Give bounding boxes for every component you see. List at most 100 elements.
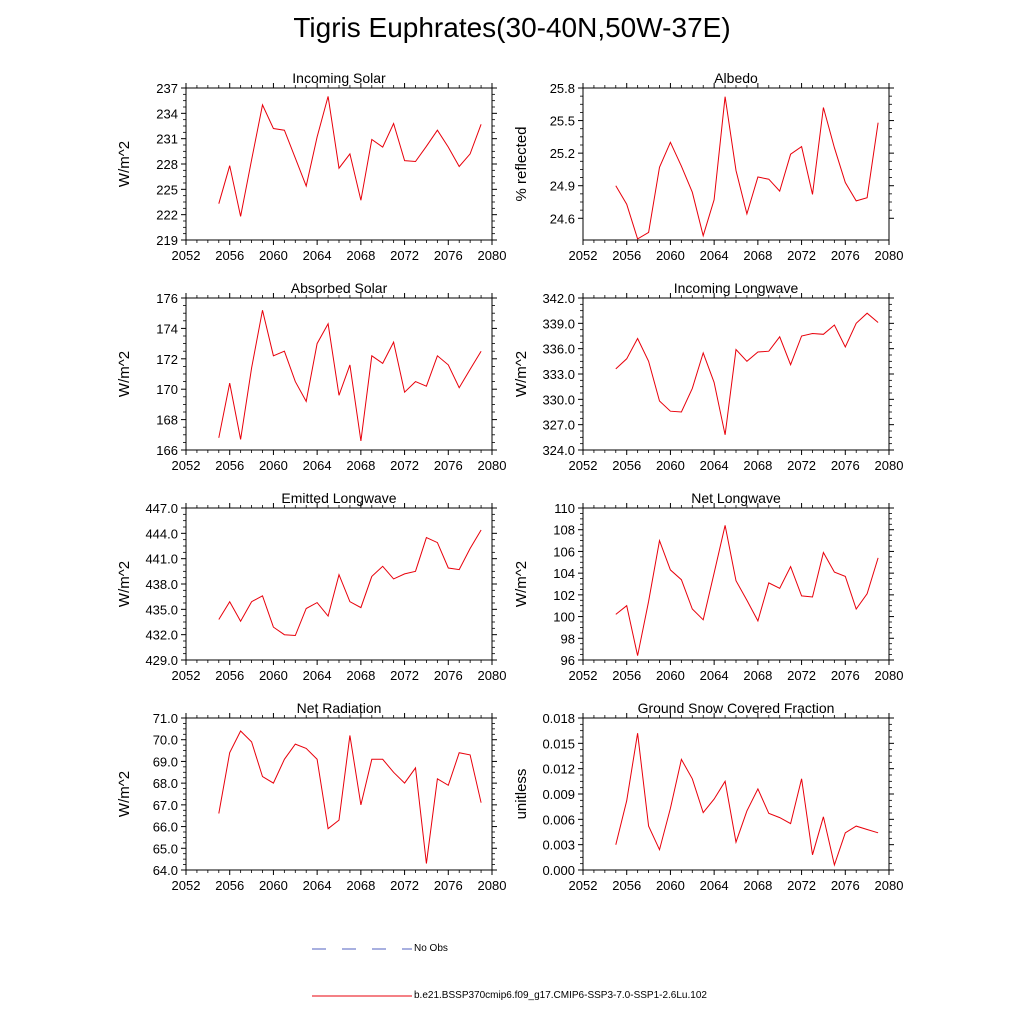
panel-title: Net Longwave bbox=[691, 490, 781, 506]
y-tick-label: 0.015 bbox=[542, 736, 575, 751]
x-tick-label: 2076 bbox=[831, 248, 860, 263]
x-tick-label: 2056 bbox=[215, 668, 244, 683]
x-tick-label: 2080 bbox=[875, 878, 904, 893]
x-tick-label: 2072 bbox=[390, 668, 419, 683]
series-line bbox=[615, 312, 879, 435]
series-line bbox=[218, 529, 482, 637]
x-tick-label: 2060 bbox=[259, 458, 288, 473]
y-tick-label: 222 bbox=[156, 208, 178, 223]
panel-3: Incoming Longwave W/m^2 2052 2056 2060 2064 20… bbox=[513, 280, 903, 473]
x-tick-label: 2080 bbox=[478, 248, 507, 263]
y-tick-label: 102 bbox=[553, 588, 575, 603]
x-tick-label: 2072 bbox=[787, 248, 816, 263]
panel-1: Albedo % reflected 2052 2056 2060 2064 2068 207… bbox=[513, 70, 903, 263]
panel-title: Incoming Solar bbox=[292, 70, 386, 86]
y-tick-label: 432.0 bbox=[145, 628, 178, 643]
y-axis-label: W/m^2 bbox=[513, 351, 530, 397]
y-tick-label: 108 bbox=[553, 523, 575, 538]
x-tick-label: 2052 bbox=[569, 248, 598, 263]
x-tick-label: 2060 bbox=[259, 248, 288, 263]
x-tick-label: 2076 bbox=[434, 878, 463, 893]
y-tick-label: 69.0 bbox=[153, 754, 178, 769]
panel-2: Absorbed Solar W/m^2 2052 2056 2060 2064 2068 2… bbox=[116, 280, 506, 473]
panel-0: Incoming Solar W/m^2 2052 2056 2060 2064 2068 2… bbox=[116, 70, 506, 263]
y-tick-label: 66.0 bbox=[153, 820, 178, 835]
panel-5: Net Longwave W/m^2 2052 2056 2060 2064 2068 207… bbox=[513, 490, 903, 683]
x-tick-label: 2068 bbox=[743, 668, 772, 683]
x-tick-label: 2080 bbox=[875, 668, 904, 683]
y-tick-label: 0.003 bbox=[542, 838, 575, 853]
y-tick-label: 339.0 bbox=[542, 316, 575, 331]
x-tick-label: 2072 bbox=[390, 878, 419, 893]
x-tick-label: 2068 bbox=[346, 668, 375, 683]
y-tick-label: 25.2 bbox=[550, 146, 575, 161]
x-tick-label: 2056 bbox=[612, 248, 641, 263]
x-tick-label: 2064 bbox=[303, 668, 332, 683]
series-line bbox=[218, 310, 482, 441]
y-tick-label: 0.018 bbox=[542, 711, 575, 726]
y-tick-label: 25.5 bbox=[550, 114, 575, 129]
x-tick-label: 2072 bbox=[787, 458, 816, 473]
y-axis-label: W/m^2 bbox=[116, 141, 133, 187]
y-tick-label: 98 bbox=[561, 631, 575, 646]
y-tick-label: 441.0 bbox=[145, 552, 178, 567]
x-tick-label: 2064 bbox=[700, 878, 729, 893]
x-tick-label: 2056 bbox=[612, 458, 641, 473]
x-tick-label: 2076 bbox=[831, 878, 860, 893]
y-tick-label: 429.0 bbox=[145, 653, 178, 668]
panel-title: Albedo bbox=[714, 70, 758, 86]
y-tick-label: 444.0 bbox=[145, 526, 178, 541]
y-tick-label: 231 bbox=[156, 132, 178, 147]
x-tick-label: 2072 bbox=[787, 878, 816, 893]
x-tick-label: 2068 bbox=[346, 248, 375, 263]
y-tick-label: 70.0 bbox=[153, 733, 178, 748]
x-tick-label: 2060 bbox=[259, 878, 288, 893]
y-tick-label: 106 bbox=[553, 544, 575, 559]
panel-title: Incoming Longwave bbox=[674, 280, 799, 296]
x-tick-label: 2056 bbox=[612, 878, 641, 893]
x-tick-label: 2076 bbox=[434, 668, 463, 683]
x-tick-label: 2052 bbox=[172, 248, 201, 263]
x-tick-label: 2068 bbox=[346, 878, 375, 893]
x-tick-label: 2064 bbox=[700, 458, 729, 473]
y-axis-label: unitless bbox=[513, 769, 530, 820]
legend-label-no-obs: No Obs bbox=[414, 943, 448, 954]
panel-title: Net Radiation bbox=[297, 700, 382, 716]
panel-7: Ground Snow Covered Fraction unitless 2052… bbox=[513, 700, 903, 893]
y-tick-label: 228 bbox=[156, 157, 178, 172]
y-tick-label: 0.000 bbox=[542, 863, 575, 878]
y-tick-label: 0.009 bbox=[542, 787, 575, 802]
y-tick-label: 324.0 bbox=[542, 443, 575, 458]
x-tick-label: 2064 bbox=[303, 458, 332, 473]
x-tick-label: 2072 bbox=[787, 668, 816, 683]
y-tick-label: 330.0 bbox=[542, 392, 575, 407]
x-tick-label: 2056 bbox=[215, 458, 244, 473]
legend-label-model-run: b.e21.BSSP370cmip6.f09_g17.CMIP6-SSP3-7.… bbox=[414, 990, 707, 1001]
x-tick-label: 2076 bbox=[434, 248, 463, 263]
x-tick-label: 2052 bbox=[569, 458, 598, 473]
y-tick-label: 166 bbox=[156, 443, 178, 458]
y-axis-label: W/m^2 bbox=[116, 771, 133, 817]
x-tick-label: 2064 bbox=[700, 248, 729, 263]
y-axis-label: % reflected bbox=[513, 126, 530, 201]
x-tick-label: 2076 bbox=[831, 458, 860, 473]
x-tick-label: 2072 bbox=[390, 458, 419, 473]
y-tick-label: 176 bbox=[156, 291, 178, 306]
y-tick-label: 336.0 bbox=[542, 342, 575, 357]
panel-4: Emitted Longwave W/m^2 2052 2056 2060 2064 206… bbox=[116, 490, 506, 683]
panel-title: Ground Snow Covered Fraction bbox=[638, 700, 835, 716]
x-tick-label: 2052 bbox=[172, 668, 201, 683]
x-tick-label: 2076 bbox=[434, 458, 463, 473]
y-tick-label: 0.006 bbox=[542, 812, 575, 827]
y-tick-label: 168 bbox=[156, 413, 178, 428]
y-tick-label: 435.0 bbox=[145, 602, 178, 617]
x-tick-label: 2080 bbox=[875, 458, 904, 473]
series-line bbox=[615, 525, 879, 656]
x-tick-label: 2052 bbox=[569, 668, 598, 683]
x-tick-label: 2068 bbox=[743, 878, 772, 893]
y-tick-label: 96 bbox=[561, 653, 575, 668]
y-tick-label: 219 bbox=[156, 233, 178, 248]
panel-6: Net Radiation W/m^2 2052 2056 2060 2064 2068 20… bbox=[116, 700, 506, 893]
y-axis-label: W/m^2 bbox=[116, 351, 133, 397]
